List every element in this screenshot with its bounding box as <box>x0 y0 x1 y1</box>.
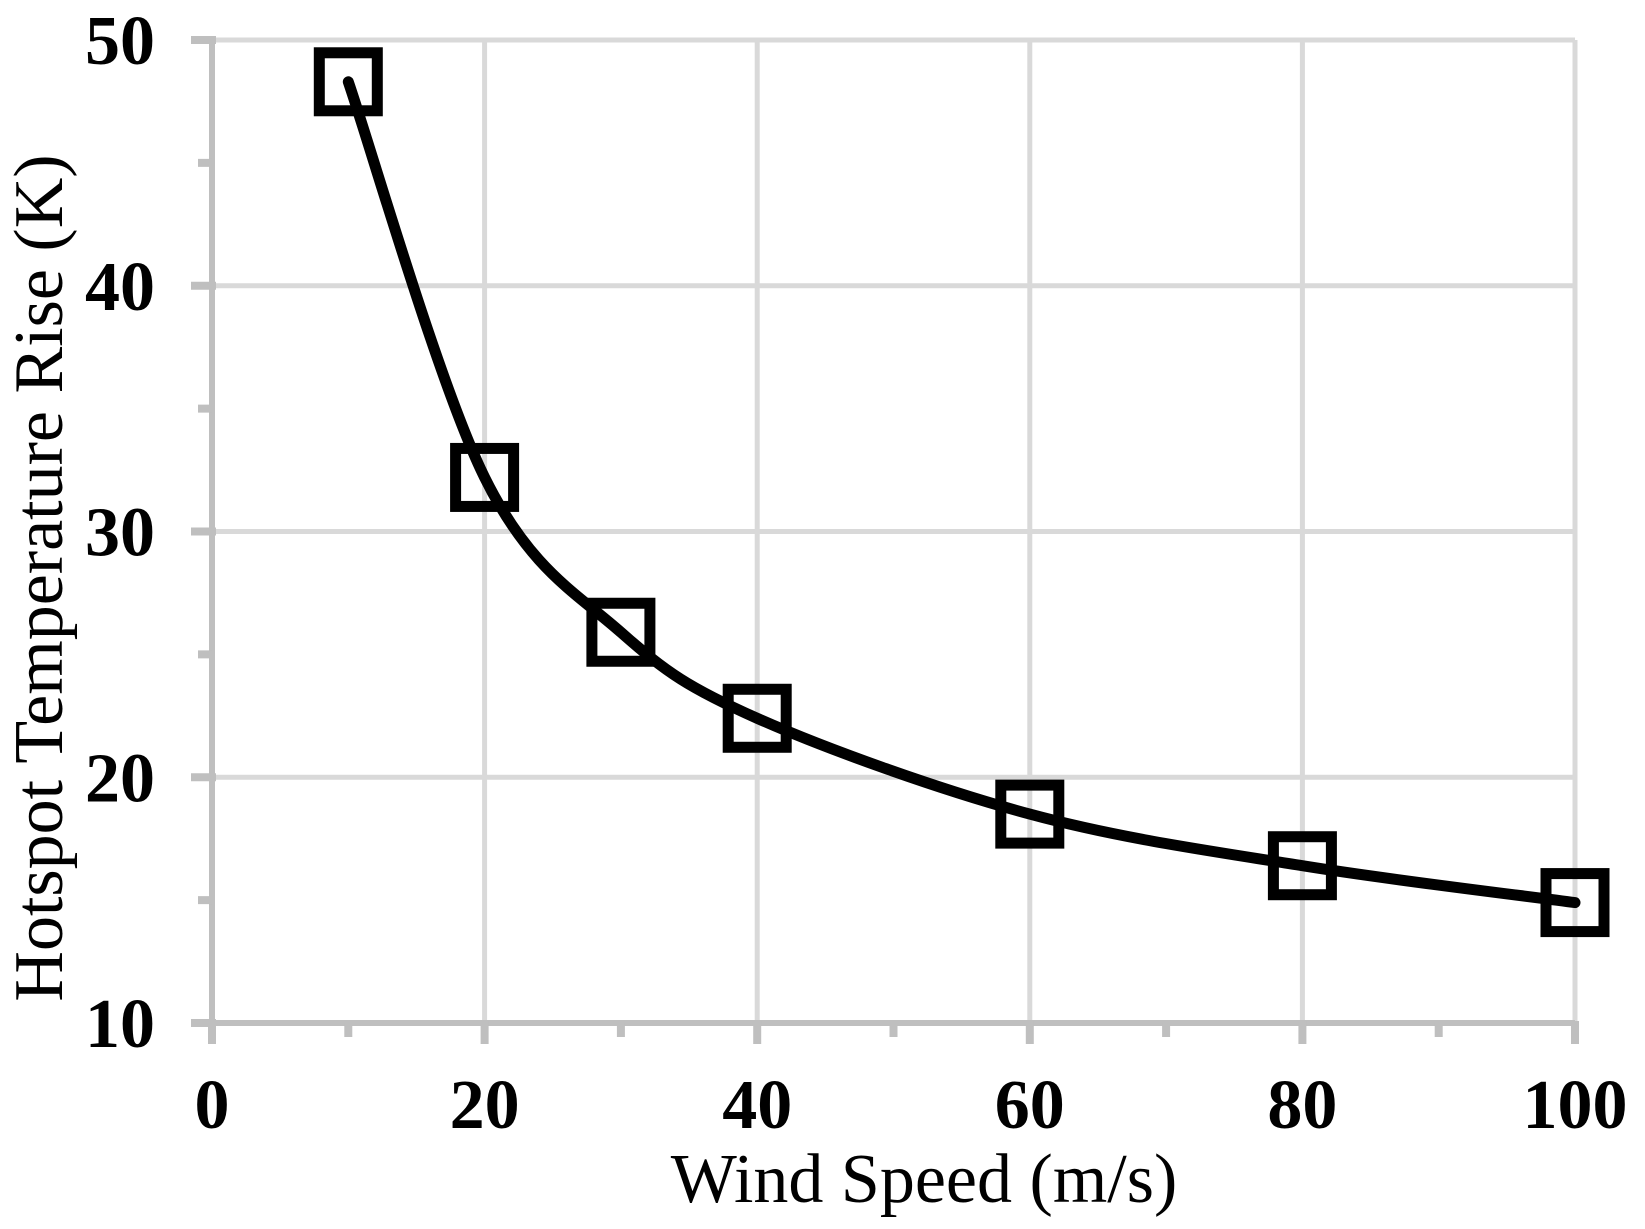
data-point-marker <box>1267 831 1337 901</box>
data-series <box>313 47 1610 938</box>
x-tick-label: 100 <box>1523 1067 1628 1144</box>
data-point-marker <box>313 47 383 117</box>
data-point-marker <box>1540 868 1610 938</box>
gridlines <box>212 37 1578 1023</box>
axis-ticks <box>191 36 1579 1044</box>
y-tick-label: 20 <box>85 740 155 817</box>
y-tick-label: 50 <box>85 3 155 80</box>
y-tick-label: 30 <box>85 495 155 572</box>
x-tick-label: 40 <box>722 1067 792 1144</box>
x-tick-label: 0 <box>195 1067 230 1144</box>
x-tick-label: 60 <box>995 1067 1065 1144</box>
y-axis-title: Hotspot Temperature Rise (K) <box>1 154 78 1001</box>
tick-labels: 10 20 30 40 50 0 20 40 60 80 100 <box>85 3 1628 1144</box>
y-tick-label: 10 <box>85 986 155 1063</box>
x-tick-label: 80 <box>1267 1067 1337 1144</box>
data-point-marker <box>586 597 656 667</box>
y-tick-label: 40 <box>85 249 155 326</box>
x-tick-label: 20 <box>450 1067 520 1144</box>
data-point-marker <box>995 779 1065 849</box>
series-line <box>342 76 1581 909</box>
x-axis-title: Wind Speed (m/s) <box>671 1141 1178 1218</box>
data-point-marker <box>722 683 792 753</box>
data-point-marker <box>450 442 520 512</box>
